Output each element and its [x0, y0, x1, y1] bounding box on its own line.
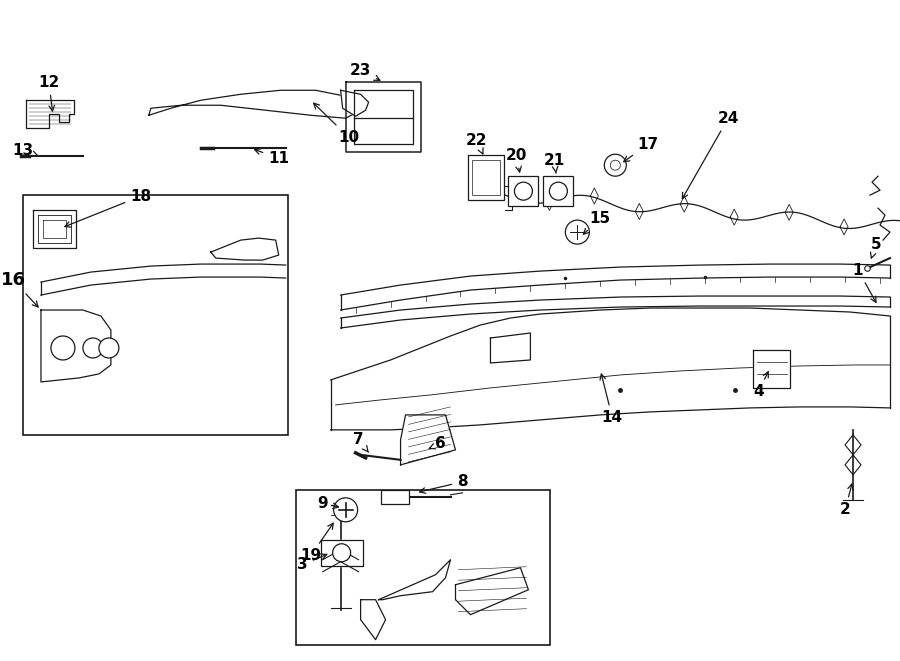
Text: 16: 16 — [1, 271, 38, 307]
Polygon shape — [38, 215, 71, 243]
Text: 19: 19 — [300, 524, 333, 563]
Polygon shape — [340, 91, 369, 116]
Text: 10: 10 — [314, 103, 359, 145]
Text: 14: 14 — [600, 374, 623, 426]
Text: 2: 2 — [840, 484, 853, 518]
Circle shape — [604, 154, 626, 176]
Polygon shape — [354, 91, 412, 144]
Text: 18: 18 — [65, 188, 151, 227]
Text: 1: 1 — [853, 262, 876, 302]
Circle shape — [565, 220, 590, 244]
Bar — [544, 176, 573, 206]
Polygon shape — [26, 100, 74, 128]
Text: 5: 5 — [870, 237, 881, 258]
Text: 13: 13 — [13, 143, 39, 158]
Text: 17: 17 — [624, 137, 659, 162]
Text: 12: 12 — [39, 75, 59, 111]
Polygon shape — [41, 264, 285, 295]
Polygon shape — [148, 91, 361, 118]
Polygon shape — [33, 210, 76, 248]
Bar — [472, 160, 500, 195]
Bar — [381, 490, 409, 504]
Text: 9: 9 — [318, 496, 338, 512]
Text: 22: 22 — [465, 133, 487, 154]
Polygon shape — [400, 415, 455, 465]
Bar — [508, 176, 538, 206]
Text: 8: 8 — [419, 475, 468, 493]
Text: 20: 20 — [506, 147, 527, 172]
Text: 6: 6 — [429, 436, 445, 451]
Polygon shape — [330, 308, 890, 430]
Bar — [296, 490, 551, 644]
Polygon shape — [361, 600, 385, 640]
Bar — [469, 155, 504, 200]
Circle shape — [333, 544, 351, 562]
Polygon shape — [340, 296, 890, 328]
Text: 7: 7 — [354, 432, 368, 452]
Circle shape — [515, 182, 533, 200]
Text: 4: 4 — [752, 371, 769, 399]
Polygon shape — [379, 560, 451, 600]
Circle shape — [99, 338, 119, 358]
Polygon shape — [41, 310, 111, 382]
Polygon shape — [320, 540, 363, 566]
Bar — [23, 195, 288, 435]
Text: 3: 3 — [297, 554, 327, 572]
Text: 21: 21 — [544, 153, 565, 173]
Circle shape — [610, 160, 620, 170]
Text: 11: 11 — [255, 149, 289, 166]
Text: 24: 24 — [682, 111, 739, 198]
Circle shape — [549, 182, 567, 200]
Circle shape — [51, 336, 75, 360]
Circle shape — [83, 338, 103, 358]
Polygon shape — [340, 264, 890, 310]
Polygon shape — [211, 238, 279, 260]
Polygon shape — [753, 350, 790, 388]
Text: 15: 15 — [583, 211, 611, 234]
Circle shape — [334, 498, 357, 522]
Polygon shape — [346, 82, 420, 152]
Polygon shape — [455, 568, 528, 615]
Text: 23: 23 — [350, 63, 380, 81]
